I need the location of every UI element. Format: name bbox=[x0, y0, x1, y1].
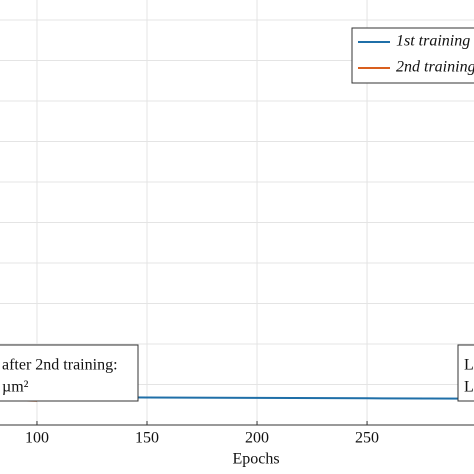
x-axis-label: Epochs bbox=[232, 451, 279, 468]
annotation: L bbox=[464, 379, 474, 396]
annotation: µm² bbox=[2, 379, 29, 396]
x-tick-label: 150 bbox=[135, 430, 159, 447]
legend bbox=[351, 27, 474, 84]
x-tick-label: 200 bbox=[245, 430, 269, 447]
legend-entries: 1st training 2nd training bbox=[358, 33, 474, 76]
legend-label: 2nd training bbox=[396, 59, 474, 76]
legend-label: 1st training bbox=[396, 33, 470, 50]
x-tick-label: 250 bbox=[355, 430, 379, 447]
grid bbox=[0, 0, 474, 426]
annotation-box bbox=[457, 344, 474, 402]
annotation: L bbox=[464, 357, 474, 374]
annotation: after 2nd training: bbox=[2, 357, 118, 374]
x-tick-label: 100 bbox=[25, 430, 49, 447]
annotation-box bbox=[0, 344, 139, 402]
